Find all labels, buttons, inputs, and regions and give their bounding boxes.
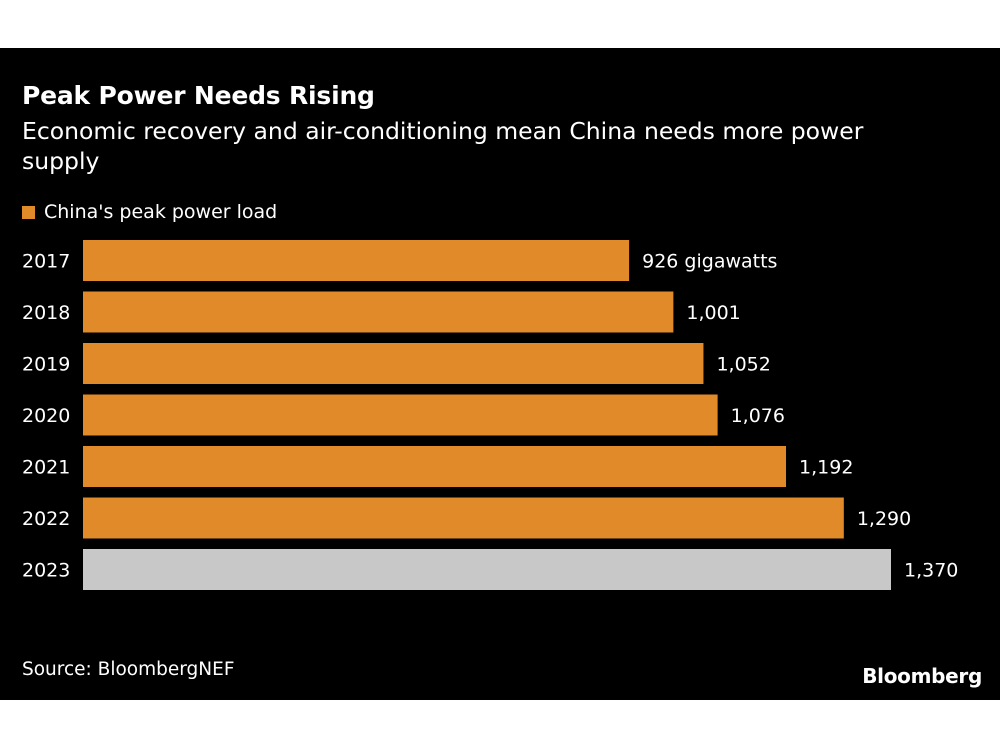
data-label: 1,001 <box>686 302 740 324</box>
bar <box>83 446 787 487</box>
legend-label: China's peak power load <box>44 201 278 223</box>
category-label: 2020 <box>22 405 70 427</box>
category-label: 2019 <box>22 354 70 376</box>
legend: China's peak power load <box>22 201 277 223</box>
category-label: 2021 <box>22 457 70 479</box>
bar <box>83 240 630 281</box>
bar <box>83 291 674 333</box>
data-label: 1,052 <box>716 354 770 376</box>
chart-panel: Peak Power Needs Rising Economic recover… <box>0 48 1000 700</box>
data-label: 1,290 <box>857 508 911 530</box>
source-note: Source: BloombergNEF <box>22 659 235 680</box>
bar <box>83 394 718 436</box>
data-label: 1,192 <box>799 457 853 479</box>
category-label: 2023 <box>22 560 70 582</box>
legend-swatch <box>22 205 35 219</box>
bar <box>83 343 704 384</box>
category-label: 2022 <box>22 508 70 530</box>
category-label: 2017 <box>22 251 70 273</box>
data-label: 1,370 <box>904 560 958 582</box>
bar <box>83 549 891 590</box>
bar-chart: 2017 926 gigawatts 2018 1,001 2019 1,052 2020 1… <box>22 240 958 590</box>
category-label: 2018 <box>22 302 70 324</box>
data-label: 1,076 <box>731 405 785 427</box>
chart-title: Peak Power Needs Rising <box>22 81 375 110</box>
chart-subtitle: Economic recovery and air-conditioning m… <box>22 117 864 175</box>
bar <box>83 497 844 539</box>
bloomberg-logo: Bloomberg <box>862 664 982 688</box>
data-label: 926 gigawatts <box>642 251 777 273</box>
